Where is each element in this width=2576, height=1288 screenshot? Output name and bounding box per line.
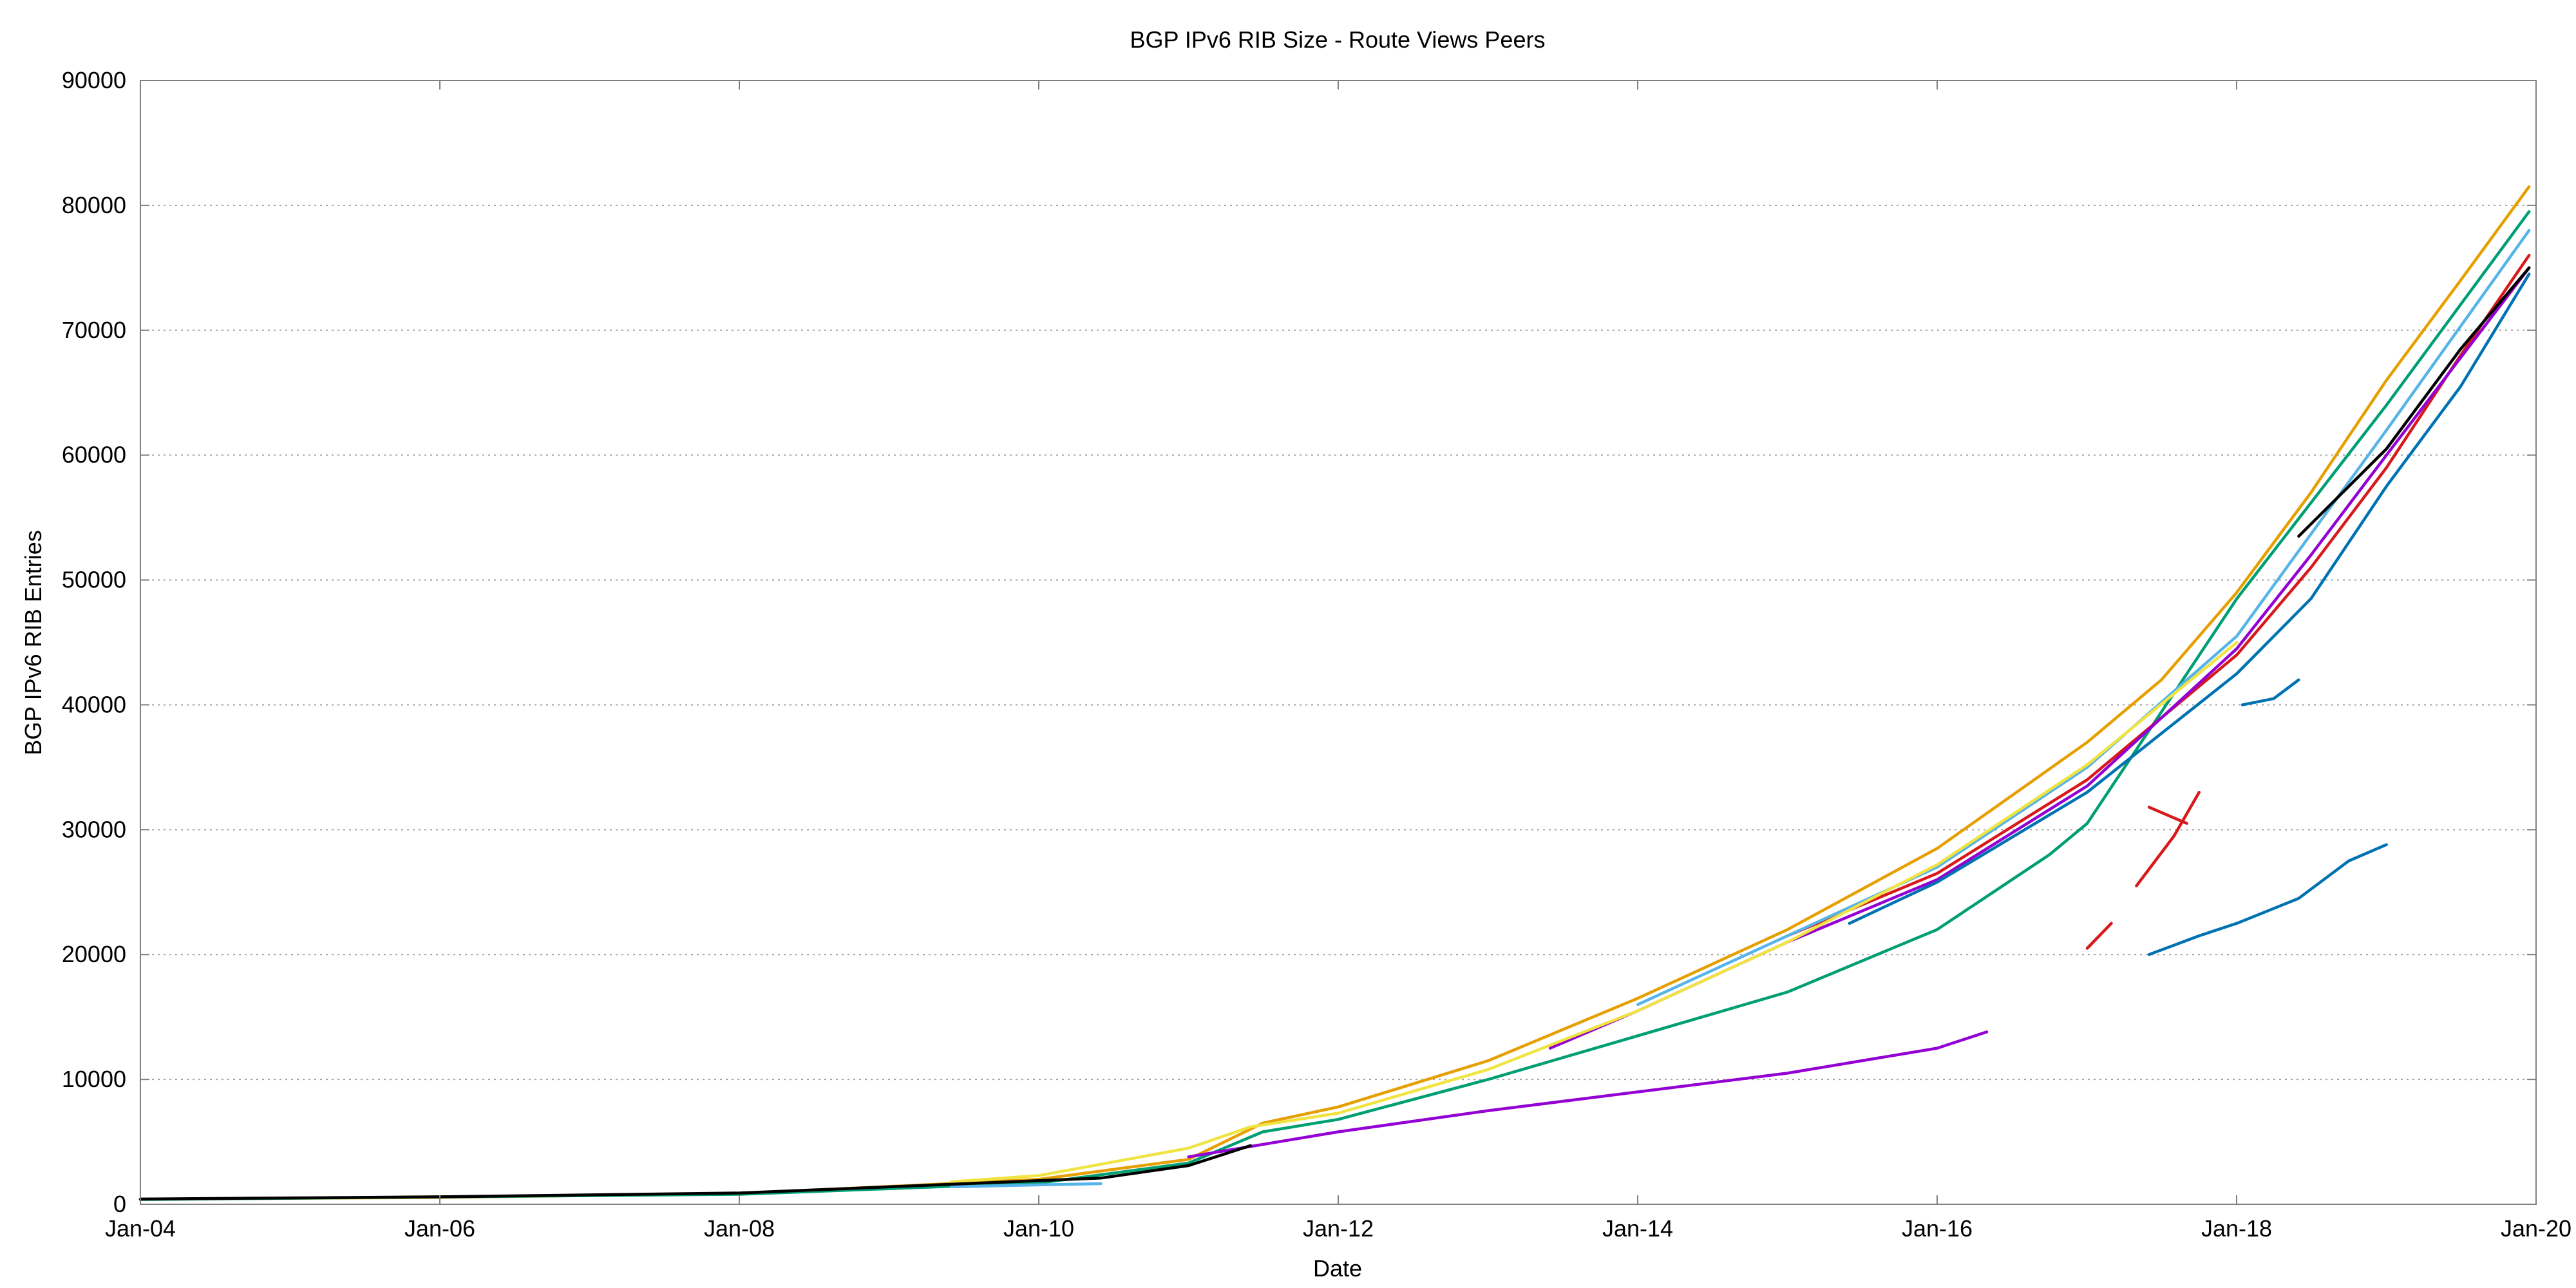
series-line-4 — [1187, 1030, 1989, 1159]
grid-lines — [140, 204, 2536, 1081]
y-tick-label: 10000 — [62, 1066, 126, 1092]
x-axis-label: Date — [1313, 1255, 1362, 1282]
x-tick-label: Jan-16 — [1902, 1215, 1973, 1242]
y-tick-label: 60000 — [62, 442, 126, 468]
y-tick-label: 0 — [113, 1191, 126, 1217]
y-tick-label: 70000 — [62, 317, 126, 343]
series-line-15 — [2135, 790, 2201, 887]
x-tick-label: Jan-10 — [1003, 1215, 1074, 1242]
axis-ticks: 0 10000 20000 30000 40000 50000 60000 70000 8000… — [62, 67, 2571, 1242]
series-line-6 — [1848, 272, 2531, 925]
x-tick-label: Jan-08 — [704, 1215, 775, 1242]
series-line-3 — [1786, 254, 2531, 938]
y-axis-label: BGP IPv6 RIB Entries — [20, 530, 46, 755]
series-group — [138, 185, 2531, 1201]
x-tick-label: Jan-14 — [1602, 1215, 1673, 1242]
y-tick-label: 40000 — [62, 691, 126, 717]
y-tick-label: 80000 — [62, 192, 126, 218]
x-tick-label: Jan-06 — [404, 1215, 475, 1242]
series-line-2 — [138, 210, 2531, 1201]
series-line-7 — [2147, 843, 2388, 956]
y-tick-label: 50000 — [62, 567, 126, 593]
series-line-11 — [949, 641, 2239, 1184]
x-tick-label: Jan-18 — [2201, 1215, 2272, 1242]
series-line-14 — [2085, 922, 2113, 950]
series-line-10 — [949, 1182, 1103, 1189]
series-line-16 — [2147, 806, 2188, 825]
series-line-13 — [2297, 266, 2531, 538]
series-line-8 — [2240, 678, 2300, 706]
x-tick-label: Jan-20 — [2501, 1215, 2571, 1242]
x-tick-label: Jan-12 — [1303, 1215, 1374, 1242]
y-tick-label: 30000 — [62, 816, 126, 842]
series-line-12 — [138, 1144, 1253, 1201]
plot-frame — [140, 80, 2537, 1205]
x-tick-label: Jan-04 — [105, 1215, 176, 1242]
series-line-9 — [1636, 229, 2531, 1007]
chart-title: BGP IPv6 RIB Size - Route Views Peers — [1130, 26, 1546, 53]
y-tick-label: 90000 — [62, 67, 126, 93]
y-tick-label: 20000 — [62, 941, 126, 967]
